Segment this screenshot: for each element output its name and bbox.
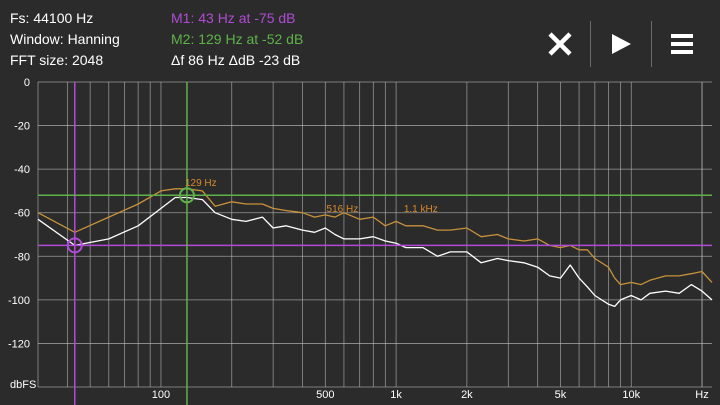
grid — [37, 81, 712, 388]
x-tick-label: 5k — [555, 389, 567, 401]
marker2-readout: M2: 129 Hz at -52 dB — [171, 31, 304, 47]
y-tick-label: -20 — [14, 121, 30, 133]
y-tick-label: -40 — [14, 164, 30, 176]
y-tick-label: 0 — [24, 77, 30, 89]
menu-icon — [671, 34, 693, 54]
peak-label: 129 Hz — [185, 178, 217, 189]
info-header: Fs: 44100 Hz Window: Hanning FFT size: 2… — [0, 0, 720, 72]
peak-label: 1.1 kHz — [404, 204, 438, 215]
spectrum-plot[interactable]: 129 Hz 516 Hz 1.1 kHz 0 -20 -40 -60 -80 -100 -120… — [0, 72, 720, 405]
x-unit-label: Hz — [695, 389, 708, 401]
close-icon — [548, 32, 572, 56]
x-tick-label: 1k — [390, 389, 402, 401]
x-tick-label: 500 — [316, 389, 334, 401]
close-button[interactable] — [536, 20, 584, 68]
live-spectrum-trace — [37, 196, 713, 308]
y-tick-label: -60 — [14, 208, 30, 220]
x-tick-label: 2k — [461, 389, 473, 401]
menu-button[interactable] — [658, 20, 706, 68]
markers[interactable] — [38, 82, 712, 405]
marker-2-handle[interactable] — [178, 187, 195, 204]
toolbar-divider — [651, 21, 652, 67]
toolbar — [536, 20, 706, 68]
y-tick-label: -80 — [14, 251, 30, 263]
y-unit-label: dbFS — [10, 379, 36, 391]
marker1-readout: M1: 43 Hz at -75 dB — [171, 10, 296, 26]
marker-1-handle[interactable] — [66, 237, 83, 254]
peak-hold-trace — [37, 188, 713, 286]
x-tick-label: 10k — [622, 389, 640, 401]
play-button[interactable] — [597, 20, 645, 68]
sample-rate-label: Fs: 44100 Hz — [10, 10, 94, 26]
play-icon — [612, 34, 631, 54]
toolbar-divider — [590, 21, 591, 67]
window-type-label: Window: Hanning — [10, 31, 120, 47]
y-tick-label: -100 — [8, 295, 30, 307]
traces — [37, 188, 713, 308]
delta-readout: Δf 86 Hz ΔdB -23 dB — [171, 52, 301, 68]
x-tick-label: 100 — [152, 389, 170, 401]
peak-label: 516 Hz — [327, 204, 359, 215]
fft-size-label: FFT size: 2048 — [10, 52, 104, 68]
axis-labels: 129 Hz 516 Hz 1.1 kHz 0 -20 -40 -60 -80 -100 -120… — [8, 77, 709, 401]
y-tick-label: -120 — [8, 338, 30, 350]
